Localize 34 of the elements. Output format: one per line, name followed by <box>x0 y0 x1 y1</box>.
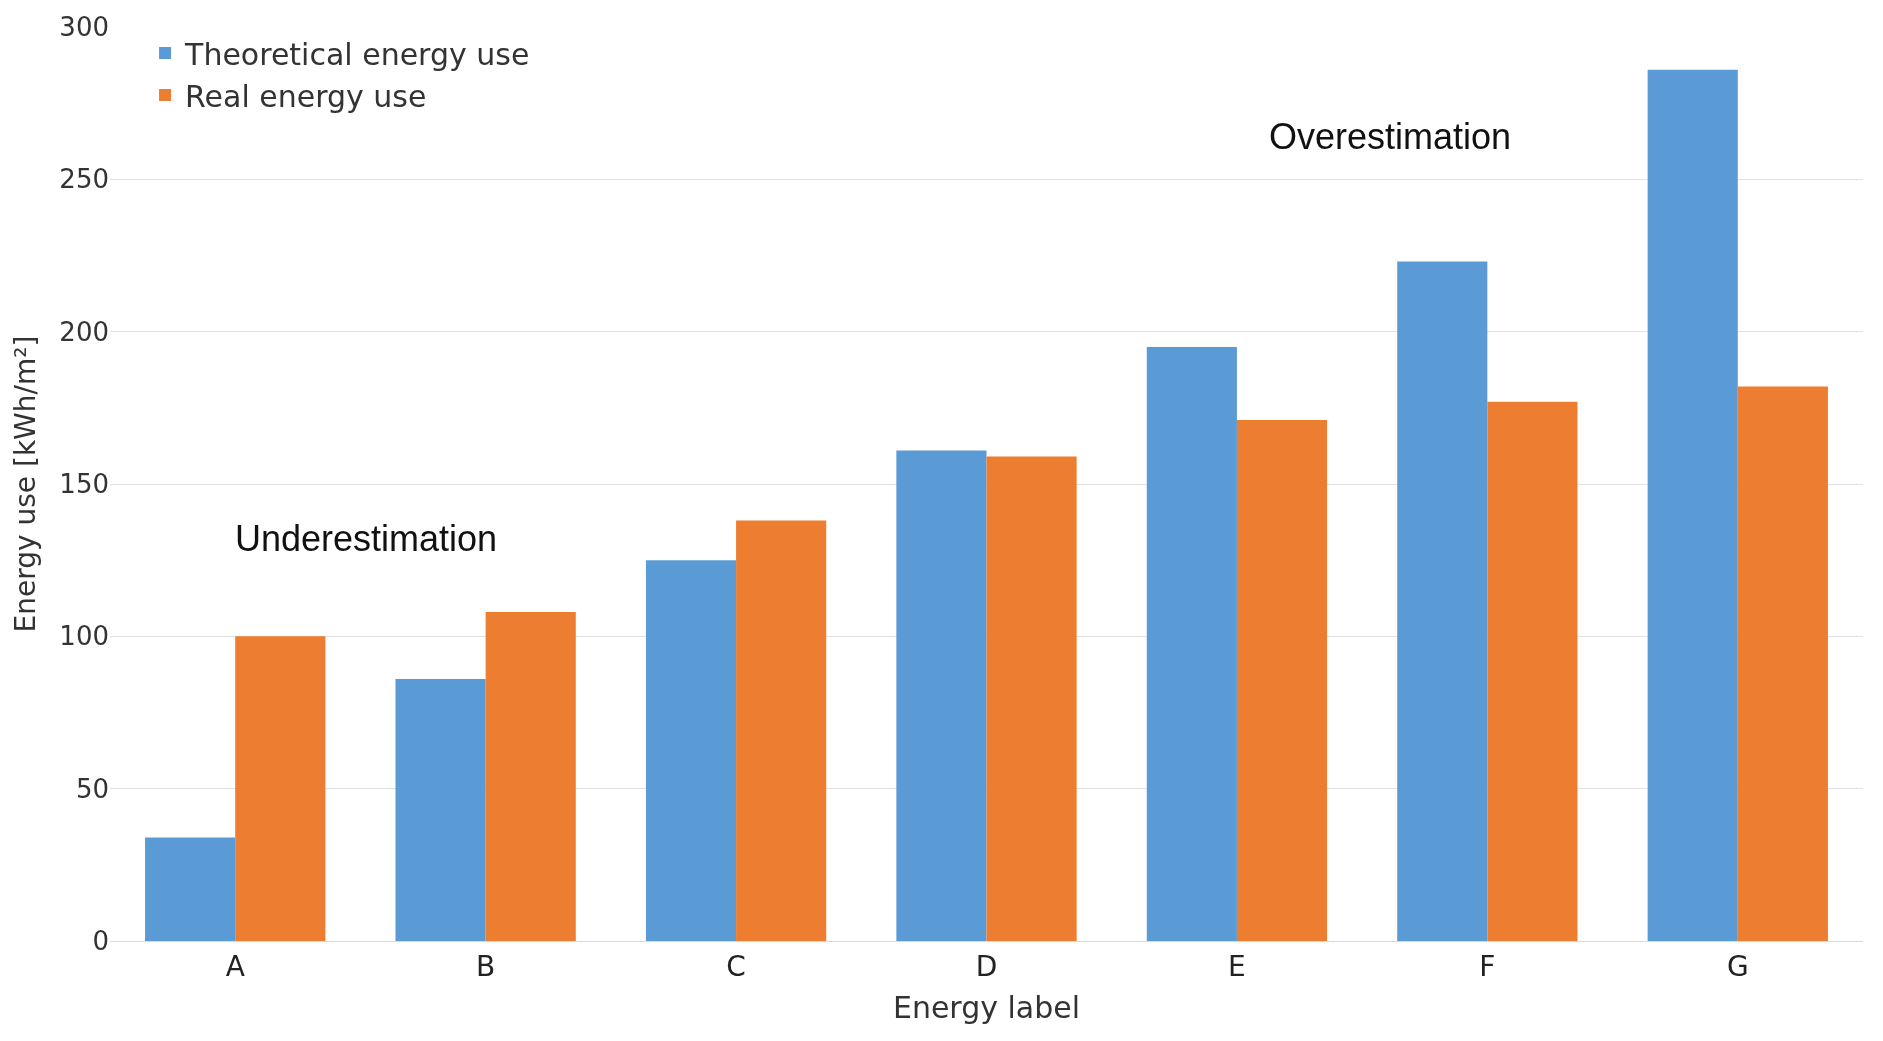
x-tick-label: B <box>476 949 496 983</box>
y-tick-label: 200 <box>59 316 109 347</box>
bar <box>1647 69 1738 941</box>
bar <box>986 456 1077 941</box>
y-tick-label: 100 <box>59 621 109 652</box>
bar <box>1397 261 1488 941</box>
bar <box>736 520 827 941</box>
x-tick-label: E <box>1228 949 1246 983</box>
y-axis-title: Energy use [kWh/m²] <box>9 335 43 633</box>
x-tick-label: D <box>975 949 998 983</box>
bar <box>896 450 987 941</box>
bar <box>395 678 486 941</box>
x-axis-title: Energy label <box>892 990 1081 1026</box>
bar <box>235 636 326 941</box>
bar <box>645 560 737 941</box>
bar <box>485 611 576 941</box>
y-tick-label: 0 <box>92 926 109 957</box>
x-tick-label: C <box>726 949 746 983</box>
bar <box>1236 420 1328 941</box>
bar <box>1487 401 1578 941</box>
x-tick-label: A <box>225 949 245 983</box>
x-tick-label: G <box>1726 949 1749 983</box>
y-tick-label: 250 <box>59 164 109 195</box>
y-tick-label: 150 <box>59 469 109 500</box>
y-tick-label: 300 <box>59 12 109 43</box>
bar <box>1737 386 1828 941</box>
x-tick-label: F <box>1479 949 1496 983</box>
bar <box>145 837 236 941</box>
legend-label: Theoretical energy use <box>184 36 530 72</box>
legend-label: Real energy use <box>185 78 427 114</box>
annotation: Underestimation <box>235 518 498 559</box>
y-tick-label: 50 <box>75 773 109 804</box>
bar <box>1146 346 1237 941</box>
annotation: Overestimation <box>1269 116 1512 157</box>
